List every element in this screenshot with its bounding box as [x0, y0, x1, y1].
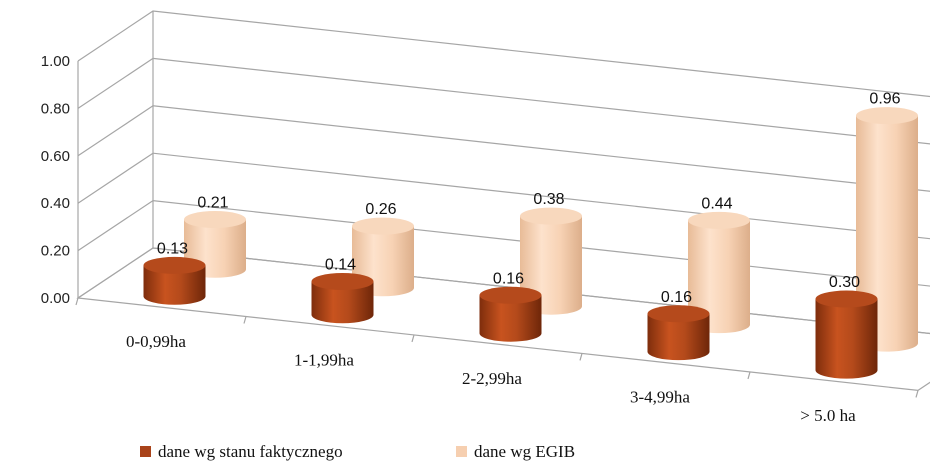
y-tick-label: 0.80 [41, 100, 70, 117]
data-label: 0.30 [829, 274, 860, 291]
cylinder-top [520, 207, 582, 225]
cylinder-top [856, 107, 918, 125]
category-tick [243, 316, 247, 324]
category-tick [915, 390, 919, 398]
legend-item: dane wg EGIB [456, 442, 575, 461]
cylinder-stan-faktyczny: 0.30 [815, 274, 878, 379]
gridline [77, 10, 930, 98]
category-label: 1-1,99ha [294, 351, 354, 370]
data-label: 0.16 [493, 270, 524, 287]
cylinder-body [520, 216, 582, 315]
category-tick [75, 297, 79, 306]
plot-area: 0.21 0.26 0.38 0.44 0.96 0.13 0.14 0.16 0.16 0.30 [143, 91, 918, 379]
y-axis: 0.00 0.20 0.40 0.60 0.80 1.00 [41, 53, 70, 307]
category-tick [747, 371, 751, 380]
cylinder-top [184, 210, 246, 228]
cylinder-top [311, 273, 374, 291]
y-tick-label: 0.00 [41, 290, 70, 307]
y-tick-label: 1.00 [41, 53, 70, 70]
y-tick-label: 0.60 [41, 148, 70, 165]
cylinder-egib: 0.96 [856, 91, 918, 352]
data-label: 0.38 [533, 191, 564, 208]
cylinder-stan-faktyczny: 0.13 [143, 240, 206, 305]
cylinder-top [352, 217, 414, 235]
data-label: 0.44 [701, 195, 732, 212]
cylinder-stan-faktyczny: 0.16 [647, 289, 710, 361]
legend-label: dane wg stanu faktycznego [158, 442, 343, 461]
floor [76, 247, 930, 392]
x-axis: 0-0,99ha 1-1,99ha 2-2,99ha 3-4,99ha > 5.0 ha [126, 332, 856, 425]
y-tick-label: 0.20 [41, 243, 70, 260]
cylinder-body [688, 220, 750, 334]
legend-label: dane wg EGIB [474, 442, 575, 461]
category-tick [579, 353, 583, 361]
cylinder-top [647, 305, 710, 323]
cylinder-body [815, 299, 878, 379]
category-label: 3-4,99ha [630, 388, 690, 407]
data-label: 0.26 [365, 201, 396, 218]
cylinder-body [311, 281, 374, 324]
cylinder-top [143, 256, 206, 274]
data-label: 0.16 [661, 289, 692, 306]
gridline [77, 57, 930, 145]
category-label: 2-2,99ha [462, 369, 522, 388]
legend: dane wg stanu faktycznego dane wg EGIB [140, 442, 575, 461]
gridline [77, 105, 930, 192]
cylinder-top [479, 286, 542, 304]
cylinder-body [143, 265, 206, 305]
cylinder-top [688, 211, 750, 229]
legend-swatch [456, 446, 467, 457]
category-tick [411, 334, 415, 343]
data-label: 0.96 [869, 91, 900, 108]
legend-item: dane wg stanu faktycznego [140, 442, 343, 461]
cylinder-top [815, 290, 878, 308]
category-label: > 5.0 ha [800, 406, 856, 425]
category-label: 0-0,99ha [126, 332, 186, 351]
cylinder-stan-faktyczny: 0.16 [479, 270, 542, 342]
cylinder-egib: 0.38 [520, 191, 582, 315]
legend-swatch [140, 446, 151, 457]
cylinder-stan-faktyczny: 0.14 [311, 257, 374, 324]
cylinder-body [856, 115, 918, 352]
data-label: 0.13 [157, 240, 188, 257]
cylinder-body [479, 295, 542, 342]
y-tick-label: 0.40 [41, 195, 70, 212]
data-label: 0.21 [197, 194, 228, 211]
chart-walls [75, 10, 930, 398]
cylinder-body [647, 313, 710, 361]
data-label: 0.14 [325, 257, 356, 274]
cylinder-egib: 0.44 [688, 195, 750, 334]
